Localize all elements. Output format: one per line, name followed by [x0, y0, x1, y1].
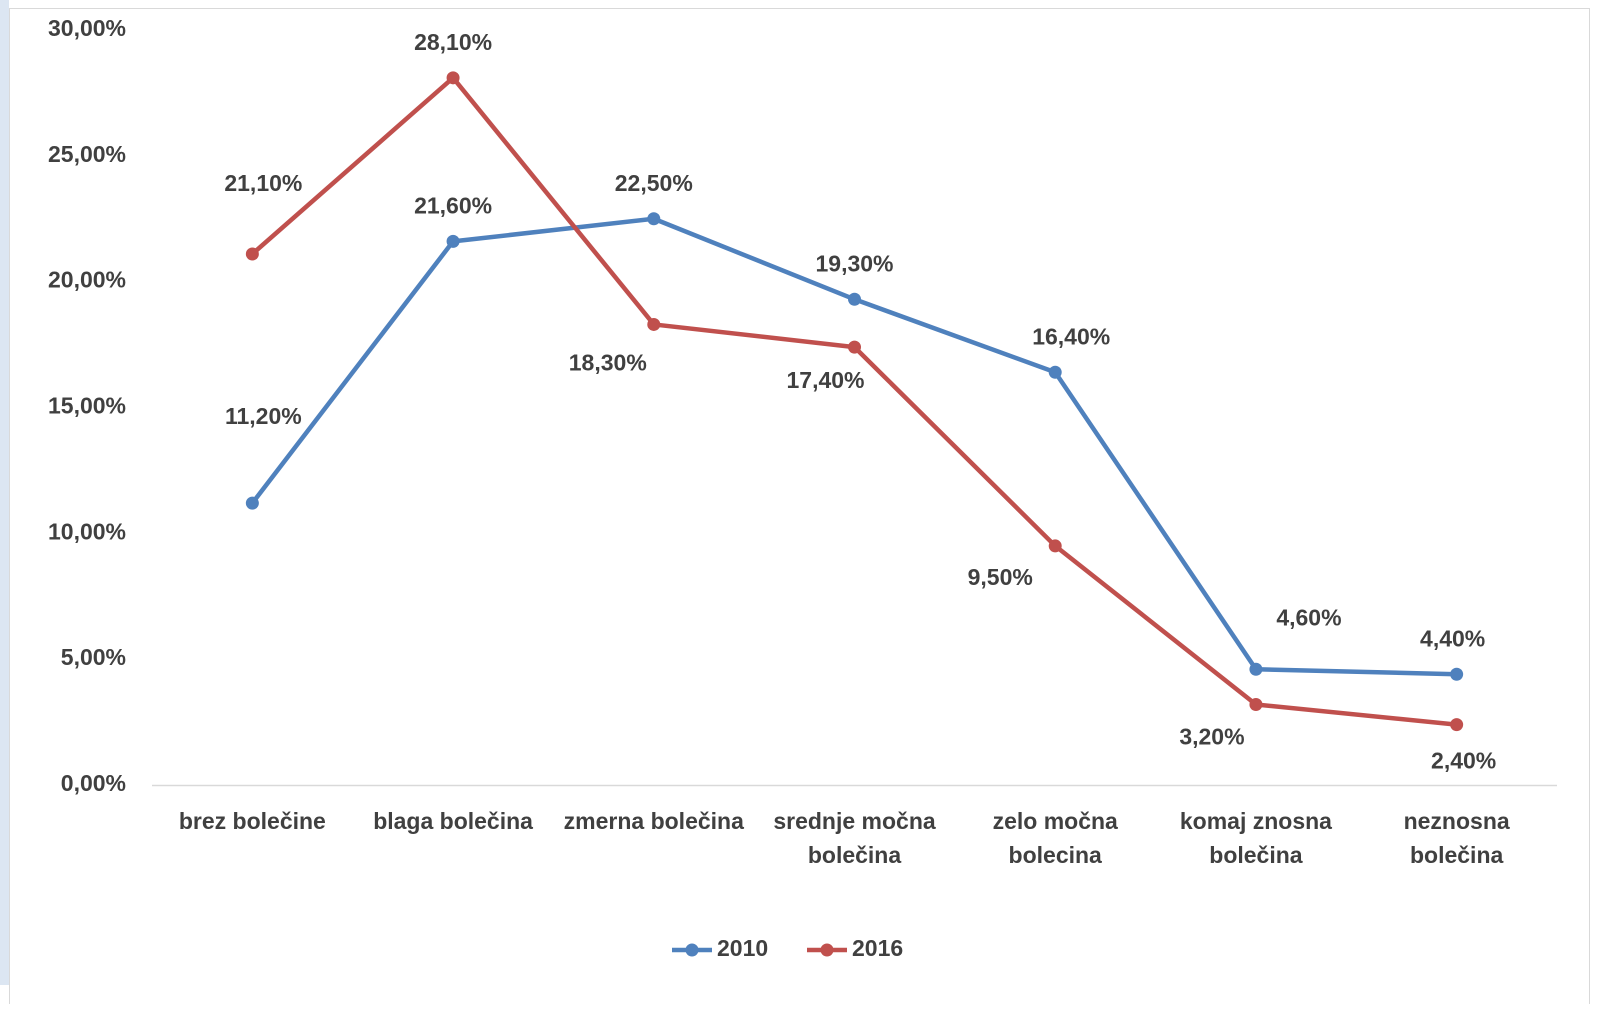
- data-label: 19,30%: [815, 250, 893, 276]
- x-tick-label-line: bolečina: [808, 842, 902, 868]
- x-tick-label-line: zelo močna: [993, 808, 1118, 834]
- data-label: 9,50%: [968, 564, 1033, 590]
- data-point: [848, 340, 861, 354]
- data-point: [647, 317, 661, 331]
- data-label: 21,10%: [224, 170, 302, 196]
- side-strip: [0, 0, 9, 985]
- legend-label: 2016: [852, 935, 903, 961]
- data-point: [848, 292, 861, 306]
- y-tick-label: 10,00%: [48, 518, 126, 544]
- x-tick-label: zmerna bolečina: [564, 808, 744, 834]
- data-point: [1249, 697, 1263, 711]
- x-tick-label: zelo močna bolecina: [993, 808, 1118, 868]
- data-point: [245, 496, 259, 510]
- data-point: [1048, 365, 1062, 379]
- x-tick-label-line: komaj znosna: [1180, 808, 1332, 834]
- legend-label: 2010: [717, 935, 768, 961]
- x-tick-label-line: bolečina: [1410, 842, 1504, 868]
- data-label: 17,40%: [786, 367, 864, 393]
- data-label: 4,60%: [1276, 604, 1341, 630]
- data-label: 21,60%: [414, 192, 492, 218]
- legend-marker: [820, 943, 834, 957]
- data-label: 18,30%: [569, 350, 647, 376]
- x-tick-label: blaga bolečina: [373, 808, 533, 834]
- x-tick-label-line: srednje močna: [773, 808, 936, 834]
- data-label: 16,40%: [1032, 323, 1110, 349]
- y-tick-label: 15,00%: [48, 393, 126, 419]
- data-point: [245, 247, 259, 261]
- data-point: [1249, 662, 1263, 676]
- data-label: 2,40%: [1431, 748, 1496, 774]
- legend-marker: [685, 943, 699, 957]
- data-label: 4,40%: [1420, 625, 1485, 651]
- y-tick-label: 20,00%: [48, 267, 126, 293]
- data-point: [1048, 539, 1062, 553]
- x-tick-label-line: bolecina: [1009, 842, 1103, 868]
- y-tick-label: 30,00%: [48, 15, 126, 41]
- data-label: 11,20%: [225, 403, 302, 429]
- x-tick-label: neznosna bolečina: [1404, 808, 1510, 868]
- data-label: 22,50%: [615, 170, 693, 196]
- data-point: [647, 212, 661, 226]
- chart-border: [9, 8, 1590, 1009]
- x-tick-label-line: bolečina: [1209, 842, 1303, 868]
- y-tick-label: 25,00%: [48, 141, 126, 167]
- y-tick-label: 0,00%: [61, 770, 126, 796]
- data-point: [446, 71, 460, 85]
- data-point: [1450, 718, 1464, 732]
- y-tick-label: 5,00%: [61, 644, 126, 670]
- data-point: [446, 234, 460, 248]
- x-tick-label: srednje močna bolečina: [773, 808, 936, 868]
- data-label: 3,20%: [1179, 724, 1244, 750]
- data-point: [1450, 667, 1464, 681]
- x-tick-label: komaj znosna bolečina: [1180, 808, 1332, 868]
- data-label: 28,10%: [414, 29, 492, 55]
- x-tick-label: brez bolečine: [179, 808, 326, 834]
- x-tick-label-line: neznosna: [1404, 808, 1510, 834]
